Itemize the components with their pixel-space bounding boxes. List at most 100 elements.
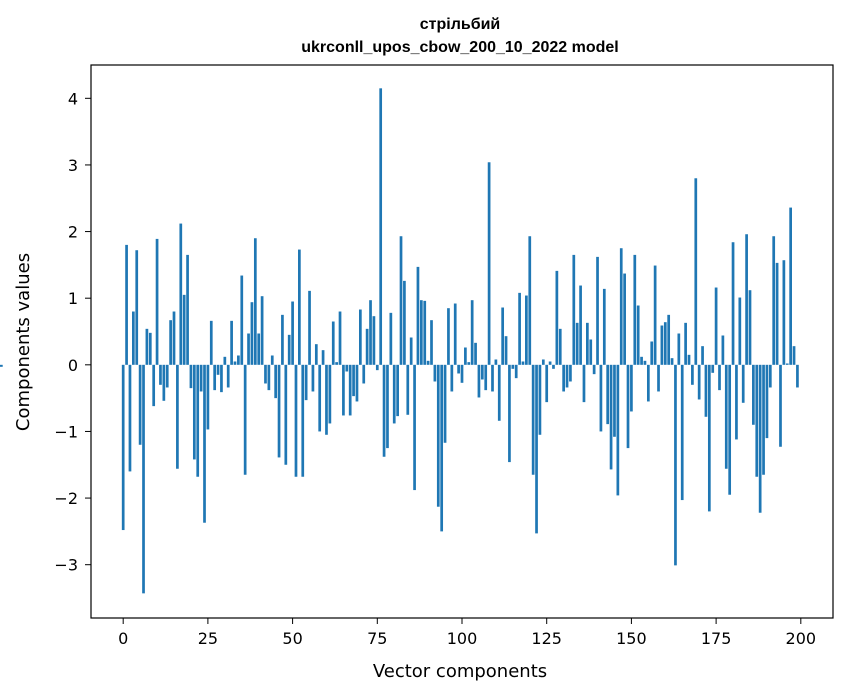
bar-193 [775, 262, 779, 365]
bar-184 [745, 234, 748, 365]
bar-16 [176, 364, 179, 469]
chart-subtitle: ukrconll_upos_cbow_200_10_2022 model [301, 39, 618, 56]
bar-0 [121, 364, 125, 531]
y-axis: −3 −2 −1 0 1 2 3 4 [54, 89, 91, 575]
chart-title: стрільбий [420, 16, 501, 33]
bar-59 [321, 350, 325, 365]
bar-53 [301, 364, 305, 477]
bar-168 [691, 364, 694, 385]
bar-145 [613, 364, 616, 437]
bar-79 [389, 312, 393, 365]
bar-14 [169, 320, 172, 365]
bar-191 [768, 364, 772, 388]
bar-12 [162, 364, 166, 401]
bar-8 [148, 332, 152, 365]
bar-51 [294, 364, 298, 477]
bar-77 [382, 364, 386, 457]
bar-23 [199, 364, 203, 392]
y-axis-label: Components values [13, 253, 34, 431]
bar-9 [152, 364, 156, 407]
bar-111 [497, 364, 501, 421]
y-tick-label-0: 0 [68, 356, 78, 375]
x-tick-label-175: 175 [701, 629, 732, 648]
bar-28 [216, 364, 220, 375]
bar-60 [325, 364, 328, 435]
bar-154 [643, 360, 647, 365]
bar-150 [630, 364, 633, 412]
bar-163 [674, 364, 677, 566]
bar-176 [718, 364, 721, 391]
bar-120 [528, 236, 532, 365]
bar-88 [419, 300, 423, 365]
bar-192 [772, 236, 776, 365]
bar-71 [362, 364, 366, 384]
bar-159 [660, 325, 664, 365]
bar-41 [260, 296, 264, 365]
bar-133 [572, 254, 576, 365]
bar-109 [491, 364, 494, 392]
bar-95 [443, 364, 447, 443]
bar-127 [552, 364, 555, 369]
bar-22 [196, 364, 200, 477]
x-tick-label-25: 25 [198, 629, 218, 648]
bar-93 [436, 364, 440, 507]
bar-130 [562, 364, 565, 392]
bar-38 [250, 302, 254, 365]
bar-66 [345, 364, 349, 372]
bar-80 [392, 364, 396, 424]
bar-124 [541, 359, 545, 365]
bar-84 [406, 364, 410, 415]
bar-87 [416, 266, 420, 365]
bar-68 [352, 364, 355, 397]
bar-42 [264, 364, 267, 384]
bar-179 [728, 364, 732, 495]
bar-161 [667, 314, 671, 365]
bar-125 [545, 364, 549, 403]
bar-57 [314, 344, 318, 365]
bar-26 [209, 320, 213, 365]
bar-83 [403, 280, 406, 365]
bar-92 [433, 364, 437, 382]
bar-27 [213, 364, 217, 391]
bar-35 [240, 275, 244, 365]
bar-110 [494, 359, 498, 365]
bar-129 [558, 328, 562, 365]
y-tick-label-1: 1 [68, 289, 78, 308]
bar-4 [135, 250, 139, 365]
bar-36 [243, 364, 247, 475]
bar-56 [311, 364, 315, 392]
bar-167 [687, 354, 691, 365]
bar-175 [714, 287, 718, 365]
bar-47 [281, 314, 284, 365]
x-tick-label-75: 75 [367, 629, 387, 648]
bar-32 [230, 320, 233, 365]
bar-147 [619, 248, 623, 365]
bar-81 [396, 364, 399, 417]
bar-149 [626, 364, 630, 449]
bar-146 [616, 364, 620, 496]
bar-43 [267, 364, 271, 391]
bar-86 [413, 364, 416, 491]
bar-183 [741, 364, 745, 403]
bar-54 [304, 364, 308, 401]
bar-148 [623, 273, 626, 365]
bar-128 [555, 270, 559, 365]
bar-131 [565, 364, 569, 388]
bar-40 [257, 333, 261, 365]
bar-151 [633, 254, 637, 365]
bar-70 [359, 309, 362, 365]
bar-156 [650, 341, 654, 365]
bar-160 [663, 322, 667, 365]
bar-108 [487, 162, 491, 365]
bar-137 [586, 322, 589, 365]
bar-6 [142, 364, 145, 594]
bar-118 [521, 361, 525, 365]
bar-44 [270, 355, 274, 365]
bar-114 [508, 364, 511, 463]
bar-5 [138, 364, 142, 445]
bar-181 [735, 364, 738, 440]
bar-62 [331, 321, 335, 365]
x-axis: 0 25 50 75 100 125 150 175 200 [118, 618, 816, 648]
bar-37 [247, 333, 250, 365]
y-tick-label-2: 2 [68, 223, 78, 242]
